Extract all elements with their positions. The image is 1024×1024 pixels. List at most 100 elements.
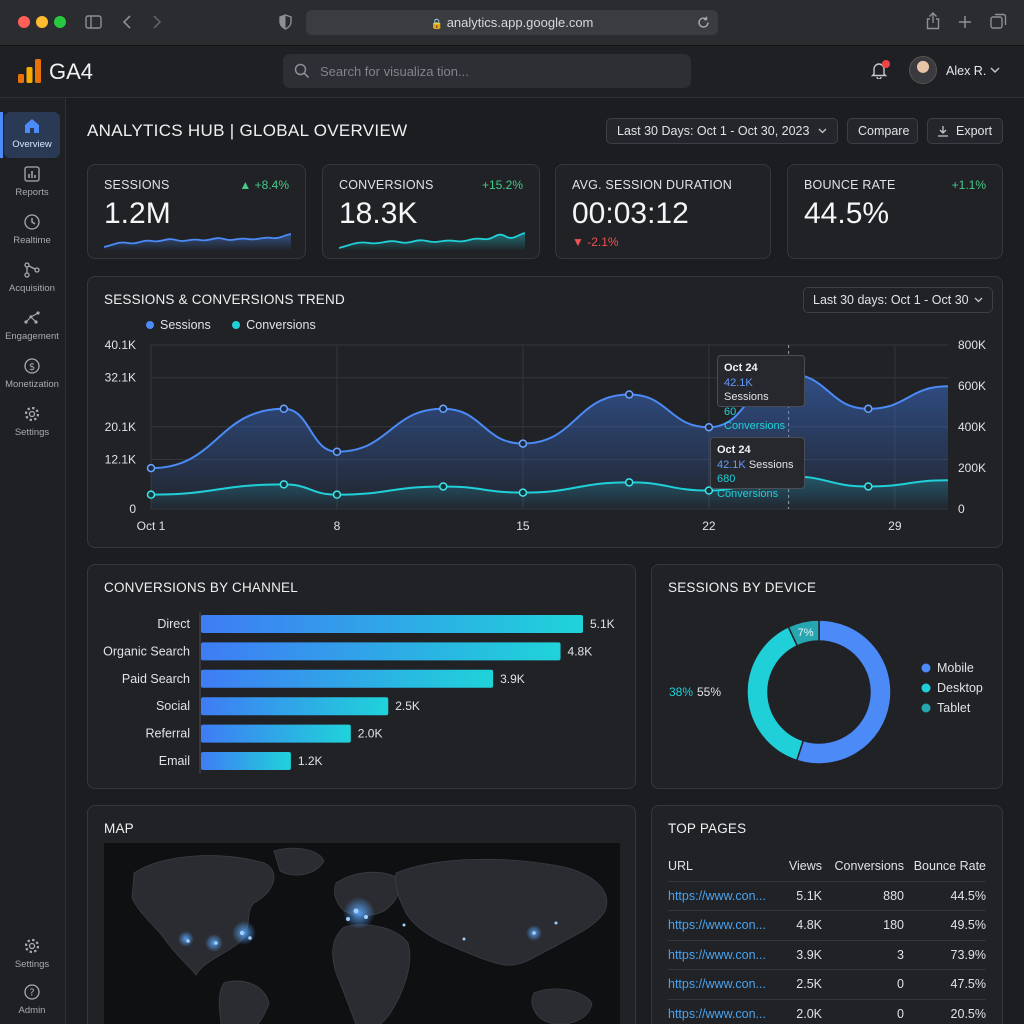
back-icon[interactable] [122, 14, 132, 30]
device-donut-chart[interactable]: 7% Mobile Desktop Tablet [652, 565, 1004, 790]
notifications-button[interactable] [870, 60, 892, 83]
x-tick-label: 29 [888, 519, 902, 533]
svg-text:$: $ [29, 362, 35, 373]
reload-icon[interactable] [697, 16, 710, 29]
sidebar-item-settings[interactable]: Settings [4, 400, 60, 446]
forward-icon[interactable] [152, 14, 162, 30]
compare-button[interactable]: Compare [847, 118, 918, 144]
views-cell: 2.5K [786, 969, 822, 999]
date-range-select[interactable]: Last 30 Days: Oct 1 - Oct 30, 2023 [606, 118, 838, 144]
chevron-down-icon[interactable] [990, 67, 1000, 74]
conversions-point [146, 490, 156, 499]
donut-slice-label: 7% [798, 627, 814, 639]
kpi-delta: +15.2% [481, 178, 523, 192]
new-tab-icon[interactable] [958, 15, 972, 29]
page-url-link[interactable]: https://www.con... [668, 939, 786, 970]
y-tick-right-label: 800K [958, 338, 986, 352]
url-bar[interactable]: 🔒 analytics.app.google.com [306, 10, 718, 35]
south-america-shape [218, 980, 270, 1024]
sidebar-item-label: Reports [15, 187, 49, 198]
kpi-card-avg-duration[interactable]: AVG. SESSION DURATION 00:03:12 ▼ -2.1% [555, 164, 771, 259]
avatar[interactable] [909, 56, 937, 84]
y-tick-right-label: 0 [958, 502, 965, 516]
sidebar-item-label: Overview [12, 139, 52, 150]
shield-icon[interactable] [279, 14, 292, 30]
legend-dot-tablet [921, 703, 931, 713]
traffic-hotspot-us-central [205, 934, 223, 952]
column-header-conversions[interactable]: Conversions [834, 859, 904, 874]
bar-value-label: 5.1K [590, 617, 615, 631]
share-icon[interactable] [926, 12, 940, 30]
app-header: GA4 Search for visualiza tion... Alex R. [0, 46, 1024, 98]
ga4-logo-icon[interactable] [18, 59, 42, 83]
page-url-link[interactable]: https://www.con... [668, 910, 786, 940]
legend-dot-desktop [921, 683, 931, 693]
sidebar-item-bottom-settings[interactable]: Settings [4, 932, 60, 978]
tooltip-conversions-row: 680 Conversions [717, 473, 779, 500]
sidebar-item-realtime[interactable]: Realtime [4, 208, 60, 254]
column-header-url[interactable]: URL [668, 859, 694, 874]
engagement-icon [24, 311, 40, 324]
tabs-overview-icon[interactable] [990, 13, 1007, 30]
column-header-bounce-rate[interactable]: Bounce Rate [913, 859, 986, 874]
page-url-link[interactable]: https://www.con... [668, 969, 786, 999]
minimize-window-button[interactable] [36, 16, 48, 28]
page-url-link[interactable]: https://www.con... [668, 880, 786, 911]
legend-dot-sessions [146, 321, 154, 329]
traffic-point [402, 923, 406, 927]
compare-label: Compare [858, 124, 910, 138]
sidebar-item-reports[interactable]: Reports [4, 160, 60, 206]
world-map[interactable] [104, 843, 620, 1024]
export-button[interactable]: Export [927, 118, 1003, 144]
bar-direct [201, 615, 583, 633]
bar-paid-search [201, 669, 494, 688]
sidebar-toggle-icon[interactable] [85, 15, 102, 29]
device-chart-title: SESSIONS BY DEVICE [668, 580, 817, 595]
conversions-point [704, 486, 714, 495]
device-pct-mobile: 55% [697, 685, 722, 699]
table-row[interactable]: https://www.con... 4.8K 180 49.5% [668, 910, 986, 940]
sidebar-item-overview[interactable]: Overview [4, 112, 60, 158]
search-input[interactable]: Search for visualiza tion... [283, 54, 691, 88]
trend-range-select[interactable]: Last 30 days: Oct 1 - Oct 30 [803, 287, 993, 313]
kpi-delta: ▲ +8.4% [239, 178, 289, 192]
traffic-point [346, 917, 350, 921]
kpi-card-conversions[interactable]: CONVERSIONS +15.2% 18.3K [322, 164, 540, 259]
table-row[interactable]: https://www.con... 2.0K 0 20.5% [668, 998, 986, 1024]
user-name[interactable]: Alex R. [946, 64, 987, 78]
sidebar-item-label: Settings [14, 427, 50, 438]
sidebar-item-label: Realtime [13, 235, 51, 246]
table-row[interactable]: https://www.con... 3.9K 3 73.9% [668, 939, 986, 970]
asia-shape [395, 858, 608, 966]
traffic-hotspot-us-west [178, 931, 194, 947]
sidebar-item-admin[interactable]: ? Admin [4, 978, 60, 1024]
bar-category-label: Organic Search [103, 644, 190, 658]
traffic-point [532, 931, 536, 935]
bounce-rate-cell: 73.9% [904, 939, 986, 970]
donut-slice-desktop [746, 625, 805, 762]
kpi-label: CONVERSIONS [339, 178, 434, 192]
x-tick-label: 22 [702, 519, 716, 533]
bounce-rate-cell: 47.5% [904, 969, 986, 999]
traffic-point [462, 937, 466, 941]
sidebar-item-acquisition[interactable]: Acquisition [4, 256, 60, 302]
channel-bar-chart[interactable]: Direct 5.1K Organic Search 4.8K Paid Search 3… [88, 565, 637, 790]
kpi-card-sessions[interactable]: SESSIONS ▲ +8.4% 1.2M [87, 164, 306, 259]
sidebar-item-engagement[interactable]: Engagement [4, 304, 60, 350]
bar-category-label: Referral [146, 727, 190, 741]
kpi-card-bounce-rate[interactable]: BOUNCE RATE +1.1% 44.5% [787, 164, 1003, 259]
table-row[interactable]: https://www.con... 5.1K 880 44.5% [668, 880, 986, 911]
sidebar-item-monetization[interactable]: $ Monetization [4, 352, 60, 398]
bar-organic-search [201, 642, 561, 661]
top-pages-table: URL Views Conversions Bounce Rate https:… [668, 852, 986, 1024]
trend-line-chart[interactable]: 0 12.1K 20.1K 32.1K 40.1K 0 200K 400K 600K 800K Oc… [88, 277, 1004, 549]
column-header-views[interactable]: Views [788, 859, 822, 874]
page-url-link[interactable]: https://www.con... [668, 998, 786, 1024]
legend-label-sessions: Sessions [160, 318, 211, 332]
close-window-button[interactable] [18, 16, 30, 28]
app-logo-text: GA4 [49, 59, 94, 84]
tooltip-date: Oct 24 [724, 362, 758, 374]
sessions-point [704, 422, 714, 432]
table-row[interactable]: https://www.con... 2.5K 0 47.5% [668, 969, 986, 999]
maximize-window-button[interactable] [54, 16, 66, 28]
